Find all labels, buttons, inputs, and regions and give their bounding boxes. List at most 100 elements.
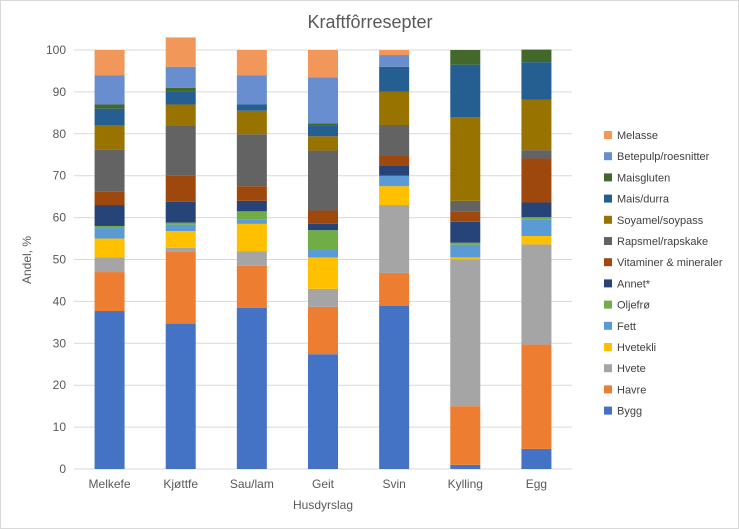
legend-swatch: [604, 406, 612, 415]
y-tick-label: 90: [53, 85, 67, 99]
x-tick-label: Melkefe: [89, 477, 131, 491]
bar-segment: [236, 211, 267, 220]
bar-segment: [379, 186, 410, 206]
legend-label: Oljefrø: [617, 300, 650, 312]
bar-segment: [165, 224, 196, 232]
legend-label: Soyamel/soypass: [617, 215, 704, 227]
bar-segment: [94, 191, 125, 206]
bar-segment: [165, 175, 196, 202]
bar-segment: [521, 448, 552, 469]
bar-segment: [379, 156, 410, 166]
bar-stack: [94, 50, 125, 469]
bar-segment: [521, 158, 552, 203]
bar-segment: [450, 464, 481, 469]
bar-segment: [236, 223, 267, 252]
bar-segment: [165, 201, 196, 223]
bar-segment: [521, 217, 552, 220]
bar-segment: [521, 219, 552, 237]
legend-label: Bygg: [617, 406, 642, 418]
legend-swatch: [604, 173, 612, 182]
y-axis-ticks: 0 10 20 30 40 50 60 70 80 90 100: [46, 43, 66, 476]
bar-segment: [450, 242, 481, 245]
bar-stack: [450, 50, 481, 469]
legend-swatch: [604, 279, 612, 288]
legend-swatch: [604, 364, 612, 373]
x-tick-label: Kylling: [448, 477, 483, 491]
bar-segment: [94, 125, 125, 150]
bar-segment: [236, 186, 267, 201]
legend-swatch: [604, 343, 612, 351]
bar-segment: [94, 228, 125, 239]
bar-segment: [379, 66, 410, 92]
bar-segment: [236, 75, 267, 105]
bar-segment: [379, 50, 410, 56]
bar-segment: [308, 354, 338, 469]
bar-segment: [308, 210, 338, 224]
y-tick-label: 100: [46, 43, 66, 57]
bar-segment: [450, 259, 481, 407]
legend-label: Melasse: [617, 130, 658, 142]
bar-segment: [450, 257, 481, 260]
legend-swatch: [604, 131, 612, 139]
bar-segment: [236, 50, 267, 76]
legend-swatch: [604, 321, 612, 330]
y-axis-label: Andel, %: [20, 236, 34, 284]
bar-segment: [94, 272, 125, 312]
bar-segment: [308, 223, 338, 231]
bar-stack: [308, 50, 338, 469]
bar-segment: [521, 99, 552, 151]
legend-label: Maisgluten: [617, 172, 670, 184]
bar-segment: [165, 66, 196, 88]
y-tick-label: 30: [53, 336, 67, 350]
bar-segment: [379, 165, 410, 176]
x-tick-label: Egg: [526, 477, 547, 491]
bar-segment: [236, 307, 267, 469]
legend-swatch: [604, 258, 612, 267]
legend-label: Annet*: [617, 278, 651, 290]
legend-label: Havre: [617, 384, 646, 396]
y-tick-label: 20: [53, 378, 67, 392]
legend: Melasse Betepulp/roesnitter Maisgluten Mais…: [604, 130, 723, 418]
bar-segment: [165, 251, 196, 324]
bar-segment: [521, 202, 552, 218]
bar-segment: [94, 257, 125, 273]
bar-segment: [165, 323, 196, 469]
legend-label: Fett: [617, 321, 636, 333]
y-tick-label: 50: [53, 253, 67, 267]
bar-segment: [521, 236, 552, 245]
legend-label: Mais/durra: [617, 194, 670, 206]
bar-stack: [236, 50, 267, 469]
bar-stack: [379, 50, 410, 469]
bar-segment: [450, 221, 481, 243]
x-axis-ticks: Melkefe Kjøttfe Sau/lam Geit Svin Kylling Egg: [89, 477, 548, 491]
bar-segment: [450, 244, 481, 258]
bar-segment: [308, 306, 338, 355]
bar-segment: [450, 200, 481, 212]
bar-segment: [308, 288, 338, 307]
legend-swatch: [604, 385, 612, 394]
bar-segment: [308, 257, 338, 289]
y-tick-label: 10: [53, 420, 67, 434]
bar-segment: [379, 175, 410, 187]
y-tick-label: 60: [53, 211, 67, 225]
bar-segment: [165, 247, 196, 252]
bar-segment: [94, 238, 125, 258]
bar-segment: [450, 211, 481, 222]
bar-segment: [94, 50, 125, 76]
bar-segment: [450, 50, 481, 65]
chart-title: Kraftfôrresepter: [307, 12, 432, 32]
bar-segment: [521, 244, 552, 345]
bar-segment: [379, 125, 410, 157]
bar-segment: [236, 265, 267, 308]
bar-segment: [165, 104, 196, 126]
x-tick-label: Geit: [312, 477, 335, 491]
x-tick-label: Svin: [382, 477, 405, 491]
bar-segment: [236, 104, 267, 111]
bar-segment: [94, 149, 125, 192]
bar-segment: [521, 150, 552, 159]
bar-segment: [236, 110, 267, 135]
bar-segment: [379, 272, 410, 307]
bar-segment: [165, 87, 196, 92]
bar-segment: [379, 306, 410, 469]
